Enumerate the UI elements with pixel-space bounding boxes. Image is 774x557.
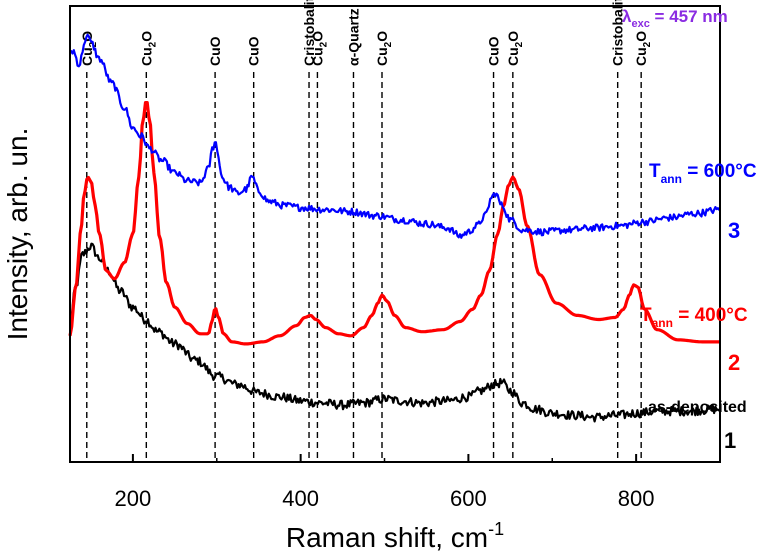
peak-marker-label: Cu2O	[505, 31, 525, 66]
peak-marker-label: CuO	[246, 36, 262, 66]
series-3-condition-label: Tann = 600°C	[649, 161, 757, 186]
plot-frame	[69, 5, 721, 463]
series-3-number: 3	[728, 218, 740, 243]
series-2-condition-main: T	[640, 305, 652, 326]
peak-marker-label: CuO	[207, 36, 223, 66]
excitation-label: λexc = 457 nm	[622, 7, 728, 30]
x-axis-label: Raman shift, cm-1	[286, 519, 504, 553]
x-axis-label-main: Raman shift, cm	[286, 522, 488, 553]
x-tick-label: 800	[618, 486, 655, 511]
x-axis-label-sup: -1	[488, 519, 504, 539]
peak-marker-label: Cu2O	[138, 31, 158, 66]
series-line-3	[69, 33, 721, 239]
series-3-condition-main: T	[649, 161, 661, 182]
peak-marker-label: Cristobalite	[301, 0, 317, 66]
peak-marker-label: α-Quartz	[345, 8, 361, 66]
y-axis-label: Intensity, arb. un.	[2, 128, 33, 341]
peak-marker-label: Cu2O	[374, 31, 394, 66]
series-2-condition-rest: = 400°C	[673, 305, 748, 326]
series-1-number: 1	[724, 428, 736, 453]
peak-marker-label: CuO	[486, 36, 502, 66]
series-3-condition-rest: = 600°C	[682, 161, 757, 182]
x-tick-label: 400	[282, 486, 319, 511]
peak-marker-label: Cu2O	[309, 31, 329, 66]
x-axis-ticks: 200 400 600 800	[115, 454, 721, 511]
excitation-sub: exc	[631, 18, 649, 30]
x-tick-label: 600	[450, 486, 487, 511]
series-line-1	[69, 242, 720, 423]
x-tick-label: 200	[115, 486, 152, 511]
excitation-lambda: λ	[622, 7, 632, 26]
series-3-condition-sub: ann	[661, 172, 682, 186]
series-1-condition-label: as-deposited	[648, 399, 747, 416]
series-line-2	[68, 101, 720, 346]
peak-marker-label: Cristobalite	[610, 0, 626, 66]
series-2-number: 2	[728, 350, 740, 375]
series-2-condition-sub: ann	[652, 316, 673, 330]
excitation-value: = 457 nm	[650, 7, 728, 26]
series-lines	[68, 33, 721, 423]
series-2-condition-label: Tann = 400°C	[640, 305, 748, 330]
peak-marker-label: Cu2O	[633, 31, 653, 66]
